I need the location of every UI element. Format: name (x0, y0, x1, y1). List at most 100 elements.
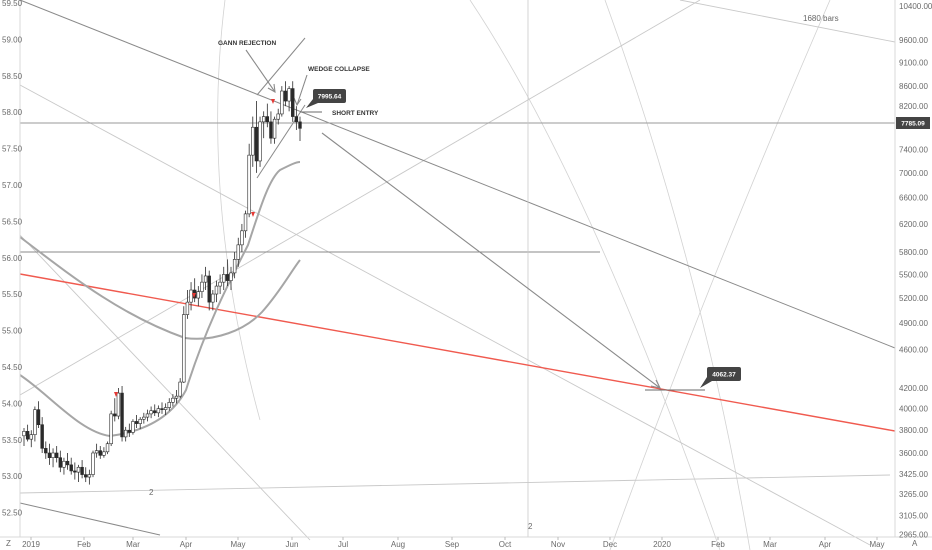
x-axis-tick-label: Apr (819, 540, 832, 549)
x-axis-tick-label: Feb (711, 540, 725, 549)
candle-body-up (22, 431, 26, 437)
candle-body-up (243, 213, 248, 232)
candle (254, 101, 259, 173)
candle-body-up (200, 281, 204, 292)
candle-body-up (272, 118, 277, 139)
candle (22, 427, 26, 447)
bars-count-label: 1680 bars (803, 14, 839, 23)
candle (211, 290, 215, 311)
candle (109, 410, 113, 447)
signal-arrow-icon (114, 392, 118, 397)
right-axis-tick-label: 4000.00 (899, 405, 928, 414)
candle (142, 412, 146, 424)
candle-body-down (69, 464, 73, 472)
gann-rejection-label: GANN REJECTION (218, 40, 276, 47)
x-axis-tick-label: 2019 (22, 540, 40, 549)
candle-body-down (134, 421, 139, 424)
x-axis-tick-label: Mar (126, 540, 140, 549)
zoom-corner-button[interactable]: Z (6, 539, 11, 548)
candle (94, 443, 99, 458)
gann-arc-3 (609, 0, 831, 550)
target-price-text: 4062.37 (712, 372, 736, 379)
candle (127, 423, 132, 437)
right-axis-tick-label: 3600.00 (899, 449, 928, 458)
right-price-axis[interactable]: 10400.00 9600.00 9100.00 8600.00 8200.00 7400… (899, 2, 932, 540)
signal-arrow-icon (192, 293, 196, 298)
x-axis-tick-label: Oct (499, 540, 512, 549)
candle (280, 86, 284, 117)
candle (251, 116, 255, 167)
candle (131, 419, 135, 435)
candle (160, 402, 164, 414)
candle (65, 452, 70, 470)
x-axis-tick-label: Aug (391, 540, 405, 549)
falling-fan-line-b (19, 234, 311, 541)
candle-body-up (33, 409, 37, 435)
candle-body-up (76, 466, 81, 473)
candle-body-up (211, 293, 215, 303)
candle (51, 448, 55, 468)
candle (73, 462, 77, 480)
candle (120, 386, 124, 442)
candle-body-up (29, 434, 33, 440)
right-axis-tick-label: 3265.00 (899, 490, 928, 499)
candle (47, 443, 52, 465)
candle (91, 450, 95, 478)
candle (105, 441, 110, 455)
candle (36, 401, 41, 428)
candle-body-up (240, 230, 244, 246)
left-price-axis[interactable]: 59.50 59.00 58.50 58.00 57.50 57.00 56.50 56.00… (2, 0, 23, 518)
candle (167, 398, 171, 411)
candle-body-down (160, 408, 164, 410)
candle (98, 446, 102, 459)
candle-body-down (36, 409, 41, 426)
moving-averages (19, 161, 301, 438)
x-axis-tick-label: Jul (338, 540, 348, 549)
candle (156, 405, 161, 418)
entry-price-label: 7995.64 (306, 89, 346, 108)
left-axis-tick-label: 54.50 (2, 363, 23, 372)
candle (163, 403, 168, 415)
candle (174, 390, 179, 404)
wedge-collapse-arrowhead (293, 97, 302, 107)
auto-scale-button[interactable]: A (912, 539, 918, 548)
wedge-collapse-arrow (296, 74, 308, 106)
candle-body-up (131, 421, 135, 433)
right-axis-tick-label: 3800.00 (899, 426, 928, 435)
left-axis-tick-label: 58.00 (2, 108, 23, 117)
right-axis-tick-label: 9100.00 (899, 58, 928, 67)
candle-body-down (98, 450, 102, 456)
candle (171, 394, 175, 407)
candle-body-down (120, 392, 124, 438)
candle-body-down (269, 121, 273, 139)
time-axis[interactable]: 2019 Feb Mar Apr May Jun Jul Aug Sep Oct Nov Dec 202… (22, 537, 885, 549)
projection-arrow-line (321, 132, 661, 389)
left-axis-tick-label: 58.50 (2, 72, 23, 81)
candle (116, 388, 121, 420)
candle-body-up (145, 413, 150, 418)
candle (76, 464, 81, 483)
candle-body-up (203, 275, 208, 283)
candle-body-up (142, 416, 146, 420)
candle (283, 81, 288, 107)
x-axis-tick-label: Feb (77, 540, 91, 549)
candle-body-down (127, 429, 132, 433)
candle (69, 457, 73, 475)
right-axis-tick-label: 9600.00 (899, 36, 928, 45)
candle (225, 259, 230, 287)
left-axis-tick-label: 56.00 (2, 254, 23, 263)
candle (229, 266, 233, 291)
right-axis-tick-label: 7000.00 (899, 169, 928, 178)
right-axis-tick-label: 3105.00 (899, 511, 928, 520)
candle-body-down (207, 275, 211, 303)
candle (291, 81, 295, 122)
candle-body-up (258, 121, 262, 162)
left-axis-tick-label: 59.50 (2, 0, 23, 8)
candle-body-up (163, 407, 168, 410)
candle (294, 106, 299, 130)
x-axis-tick-label: Jun (286, 540, 299, 549)
left-axis-tick-label: 54.00 (2, 399, 23, 408)
candle-body-up (196, 291, 201, 299)
candle (196, 286, 201, 307)
